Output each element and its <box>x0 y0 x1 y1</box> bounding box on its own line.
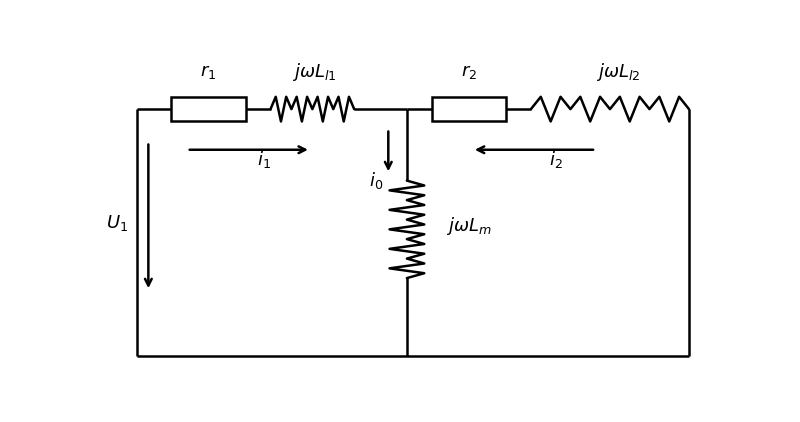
Bar <box>432 97 506 121</box>
Text: $j\omega L_m$: $j\omega L_m$ <box>446 215 492 237</box>
Text: $r_1$: $r_1$ <box>200 63 217 81</box>
Text: $U_1$: $U_1$ <box>106 213 128 233</box>
Text: $j\omega L_{l1}$: $j\omega L_{l1}$ <box>292 61 336 83</box>
Text: $j\omega L_{l2}$: $j\omega L_{l2}$ <box>595 61 640 83</box>
Text: $i_1$: $i_1$ <box>258 149 271 170</box>
Text: $i_0$: $i_0$ <box>369 170 383 191</box>
Bar <box>171 97 246 121</box>
Text: $r_2$: $r_2$ <box>461 63 477 81</box>
Text: $i_2$: $i_2$ <box>549 149 562 170</box>
